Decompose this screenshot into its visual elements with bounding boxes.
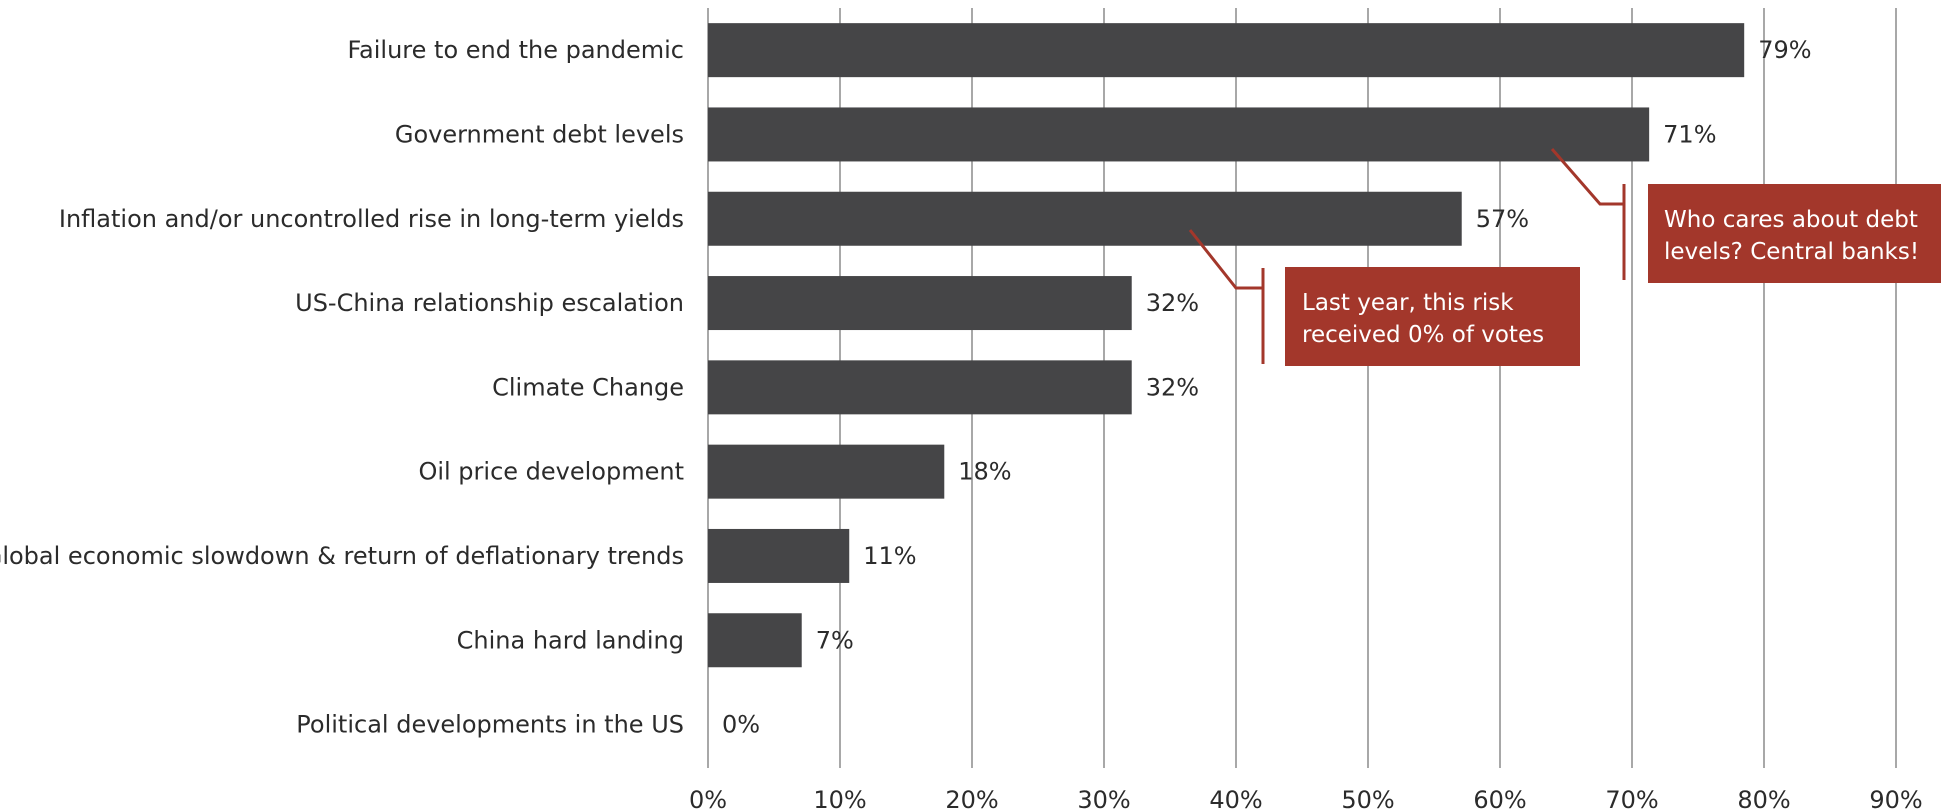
category-label: Oil price development xyxy=(418,458,684,486)
category-label: Inflation and/or uncontrolled rise in lo… xyxy=(59,205,684,233)
x-tick-label: 20% xyxy=(945,786,998,810)
data-label: 7% xyxy=(816,626,854,654)
data-label: 11% xyxy=(863,542,916,570)
x-tick-label: 90% xyxy=(1869,786,1922,810)
category-label: Failure to end the pandemic xyxy=(347,36,684,64)
data-label: 57% xyxy=(1476,205,1529,233)
x-tick-label: 80% xyxy=(1737,786,1790,810)
category-label: Global economic slowdown & return of def… xyxy=(0,542,684,570)
bars-layer xyxy=(708,23,1745,668)
annotation-text: Last year, this risk xyxy=(1302,290,1514,316)
bar xyxy=(708,23,1745,78)
category-label: US-China relationship escalation xyxy=(295,289,684,317)
bar xyxy=(708,444,945,499)
category-label: Government debt levels xyxy=(395,120,684,148)
bar xyxy=(708,613,802,668)
x-tick-label: 60% xyxy=(1473,786,1526,810)
bar xyxy=(708,528,850,583)
bar xyxy=(708,276,1132,331)
bar xyxy=(708,360,1132,415)
x-tick-label: 30% xyxy=(1077,786,1130,810)
data-label: 32% xyxy=(1146,289,1199,317)
annotation-leader-line xyxy=(1550,148,1624,206)
data-label: 0% xyxy=(722,711,760,739)
data-label: 79% xyxy=(1758,36,1811,64)
annotation-leader-line xyxy=(1188,229,1263,290)
category-label: Political developments in the US xyxy=(296,711,684,739)
x-tick-label: 40% xyxy=(1209,786,1262,810)
category-label: Climate Change xyxy=(492,373,684,401)
x-tick-label: 10% xyxy=(813,786,866,810)
category-label: China hard landing xyxy=(457,626,684,654)
bar xyxy=(708,191,1462,246)
value-labels: 79% 71% 57% 32% 32% 18% 11% 7% 0% xyxy=(722,36,1812,738)
annotation-text: received 0% of votes xyxy=(1302,322,1544,348)
data-label: 18% xyxy=(958,458,1011,486)
x-axis-tick-labels: 0% 10% 20% 30% 40% 50% 60% 70% 80% 90% xyxy=(689,786,1923,810)
data-label: 32% xyxy=(1146,373,1199,401)
category-labels: Failure to end the pandemic Government de… xyxy=(0,36,684,738)
x-tick-label: 0% xyxy=(689,786,727,810)
annotation-box xyxy=(1285,267,1580,366)
bar xyxy=(708,107,1650,162)
annotations-layer: Last year, this risk received 0% of votes… xyxy=(1188,148,1941,366)
x-tick-label: 50% xyxy=(1341,786,1394,810)
x-tick-label: 70% xyxy=(1605,786,1658,810)
data-label: 71% xyxy=(1663,120,1716,148)
annotation-text: levels? Central banks! xyxy=(1664,239,1919,265)
annotation-text: Who cares about debt xyxy=(1664,207,1918,233)
annotation-box xyxy=(1648,184,1941,283)
